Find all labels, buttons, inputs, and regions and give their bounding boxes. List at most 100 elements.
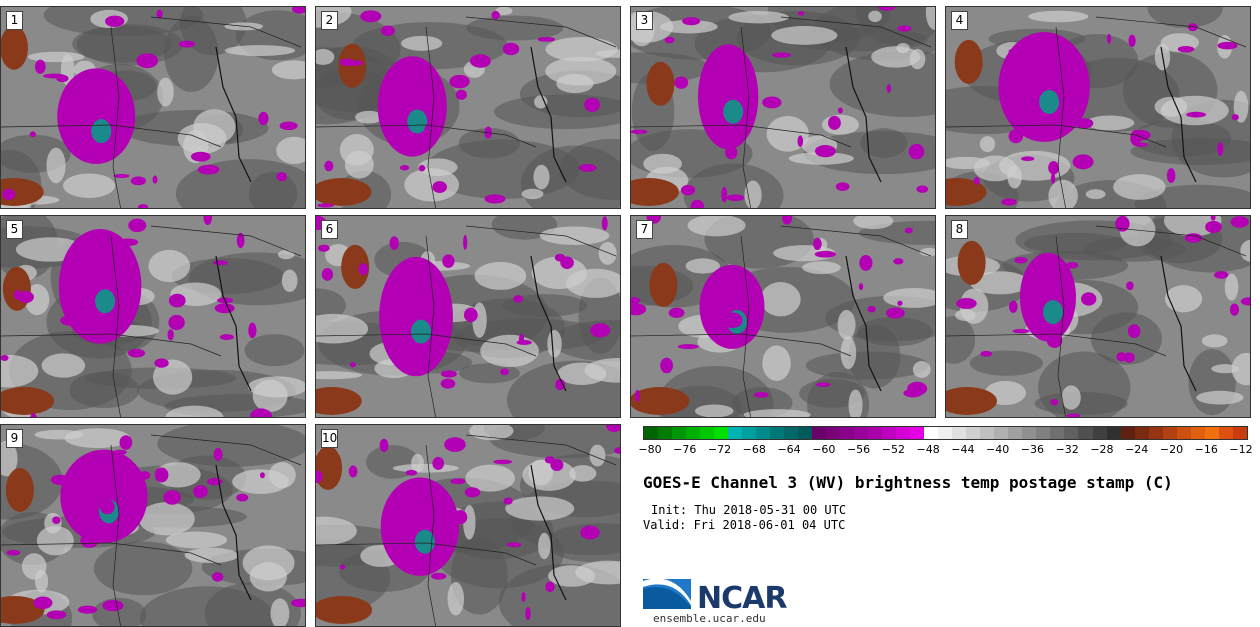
convective-cell bbox=[1230, 216, 1249, 228]
convective-cell bbox=[973, 176, 980, 185]
moist-streak bbox=[1085, 189, 1106, 199]
convective-cell bbox=[17, 291, 34, 304]
moist-streak bbox=[316, 371, 362, 380]
convective-cell bbox=[1130, 129, 1142, 146]
convective-cell bbox=[349, 362, 356, 368]
convective-cell bbox=[907, 381, 928, 396]
colorbar-tick-label: −36 bbox=[1020, 443, 1045, 456]
moist-streak bbox=[762, 345, 791, 382]
convective-cell bbox=[464, 487, 481, 498]
colorbar-tick-label: −80 bbox=[638, 443, 662, 456]
valid-time: Valid: Fri 2018-06-01 04 UTC bbox=[643, 518, 846, 532]
dry-region bbox=[93, 541, 193, 596]
moist-streak bbox=[760, 282, 801, 317]
moist-streak bbox=[660, 19, 718, 34]
convective-cell bbox=[725, 145, 738, 160]
colorbar-swatch bbox=[672, 427, 687, 439]
convective-cell bbox=[163, 490, 181, 505]
convective-cell bbox=[835, 182, 850, 191]
colorbar-tick-label: −72 bbox=[707, 443, 732, 456]
state-border bbox=[465, 16, 617, 48]
colorbar-swatch bbox=[1092, 427, 1107, 439]
colorbar-tick-label: −16 bbox=[1194, 443, 1218, 456]
convective-cell bbox=[90, 258, 109, 266]
convective-cell bbox=[236, 232, 245, 249]
panel-number: 1 bbox=[6, 11, 23, 30]
convective-cluster bbox=[379, 256, 453, 377]
cold-cloud-top bbox=[91, 119, 112, 144]
convective-cell bbox=[138, 470, 151, 480]
moist-streak bbox=[848, 389, 863, 417]
moist-streak bbox=[871, 46, 921, 68]
convective-cell bbox=[463, 307, 478, 323]
convective-cell bbox=[358, 263, 368, 276]
convective-cell bbox=[781, 216, 793, 225]
colorbar-tick-label: −24 bbox=[1125, 443, 1149, 456]
convective-cell bbox=[154, 358, 169, 368]
convective-cell bbox=[30, 413, 37, 417]
convective-cell bbox=[80, 533, 99, 548]
convective-cell bbox=[154, 467, 169, 483]
convective-cell bbox=[291, 7, 305, 14]
convective-cell bbox=[897, 300, 903, 306]
convective-cell bbox=[1166, 168, 1176, 184]
colorbar-swatch bbox=[896, 427, 911, 439]
state-border bbox=[1095, 16, 1247, 48]
warm-dry-region bbox=[316, 445, 343, 490]
convective-cell bbox=[360, 10, 382, 23]
satellite-field bbox=[316, 425, 620, 626]
convective-cell bbox=[43, 73, 65, 79]
convective-cell bbox=[813, 237, 822, 251]
moist-streak bbox=[41, 353, 86, 378]
moist-streak bbox=[154, 462, 201, 488]
moist-streak bbox=[687, 216, 746, 237]
colorbar-swatch bbox=[910, 427, 925, 439]
colorbar-swatch bbox=[1036, 427, 1051, 439]
convective-cell bbox=[102, 599, 124, 612]
moist-streak bbox=[1201, 334, 1228, 348]
convective-cluster bbox=[1019, 252, 1077, 342]
convective-cell bbox=[1217, 41, 1238, 50]
cold-cloud-top bbox=[723, 99, 744, 124]
convective-cell bbox=[259, 472, 265, 479]
convective-cell bbox=[105, 15, 125, 27]
convective-cell bbox=[168, 314, 185, 331]
convective-cell bbox=[815, 382, 831, 387]
colorbar-swatch bbox=[1176, 427, 1191, 439]
ensemble-panel-7: 7 bbox=[630, 215, 936, 418]
convective-cell bbox=[1012, 328, 1030, 334]
convective-cell bbox=[537, 36, 556, 42]
convective-cell bbox=[138, 204, 149, 208]
convective-cell bbox=[493, 459, 512, 465]
convective-cell bbox=[1123, 352, 1135, 363]
warm-dry-region bbox=[1, 387, 55, 415]
dry-region bbox=[969, 350, 1044, 376]
moist-streak bbox=[252, 379, 288, 412]
convective-cell bbox=[213, 447, 223, 461]
convective-cell bbox=[236, 493, 249, 502]
convective-cell bbox=[432, 456, 445, 470]
state-border bbox=[1095, 225, 1247, 257]
convective-cell bbox=[762, 96, 782, 109]
convective-cell bbox=[1205, 220, 1222, 234]
convective-cell bbox=[904, 227, 913, 234]
ensemble-panel-8: 8 bbox=[945, 215, 1251, 418]
convective-cell bbox=[797, 11, 805, 16]
convective-cell bbox=[250, 408, 272, 417]
convective-cell bbox=[248, 322, 257, 339]
coastline bbox=[845, 46, 882, 183]
ensemble-panel-10: 10 bbox=[315, 424, 621, 627]
convective-cell bbox=[1229, 303, 1240, 316]
convective-cell bbox=[77, 605, 98, 614]
warm-dry-region bbox=[649, 262, 678, 307]
convective-cell bbox=[430, 572, 447, 580]
ensemble-panel-9: 9 bbox=[0, 424, 306, 627]
convective-cell bbox=[444, 437, 466, 452]
moist-streak bbox=[447, 582, 465, 616]
moist-streak bbox=[545, 56, 617, 86]
state-border bbox=[150, 16, 302, 48]
convective-cell bbox=[660, 357, 674, 374]
state-border bbox=[631, 333, 852, 357]
convective-cell bbox=[167, 329, 174, 341]
convective-cell bbox=[1081, 292, 1097, 306]
